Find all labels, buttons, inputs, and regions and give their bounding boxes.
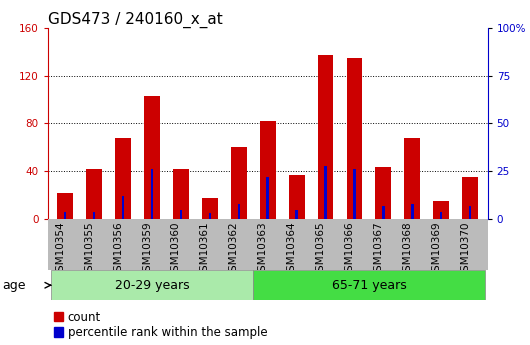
Text: GSM10355: GSM10355 <box>84 222 94 278</box>
Bar <box>382 206 385 219</box>
Text: GSM10370: GSM10370 <box>460 222 470 278</box>
Bar <box>375 167 391 219</box>
Legend: count, percentile rank within the sample: count, percentile rank within the sample <box>54 311 268 339</box>
Bar <box>93 211 95 219</box>
Bar <box>317 55 333 219</box>
Bar <box>469 206 471 219</box>
Bar <box>180 210 182 219</box>
Text: GSM10360: GSM10360 <box>171 222 181 278</box>
Bar <box>462 177 478 219</box>
Bar <box>404 138 420 219</box>
Bar <box>347 58 363 219</box>
Text: GSM10365: GSM10365 <box>315 222 325 278</box>
Text: GSM10367: GSM10367 <box>374 222 383 278</box>
Bar <box>237 204 240 219</box>
Text: GSM10368: GSM10368 <box>402 222 412 278</box>
Bar <box>144 96 160 219</box>
Bar <box>260 121 276 219</box>
Text: 65-71 years: 65-71 years <box>332 279 407 292</box>
Bar <box>57 193 73 219</box>
Text: GSM10354: GSM10354 <box>55 222 65 278</box>
Bar <box>324 166 326 219</box>
Bar <box>115 138 131 219</box>
Bar <box>434 201 449 219</box>
Bar <box>86 169 102 219</box>
Bar <box>354 169 356 219</box>
Text: GSM10362: GSM10362 <box>229 222 239 278</box>
Bar <box>289 175 305 219</box>
Bar <box>253 270 485 300</box>
Text: GSM10359: GSM10359 <box>142 222 152 278</box>
Bar <box>231 147 246 219</box>
Bar <box>209 214 211 219</box>
Bar <box>50 270 253 300</box>
Text: GSM10366: GSM10366 <box>344 222 355 278</box>
Bar <box>295 210 298 219</box>
Text: GSM10361: GSM10361 <box>200 222 210 278</box>
Bar <box>440 211 443 219</box>
Text: GSM10356: GSM10356 <box>113 222 123 278</box>
Bar <box>267 177 269 219</box>
Bar <box>173 169 189 219</box>
Text: 20-29 years: 20-29 years <box>114 279 189 292</box>
Text: GDS473 / 240160_x_at: GDS473 / 240160_x_at <box>48 11 223 28</box>
Text: GSM10363: GSM10363 <box>258 222 268 278</box>
Bar <box>202 198 218 219</box>
Bar <box>411 204 413 219</box>
Text: age: age <box>3 279 26 292</box>
Bar <box>122 196 124 219</box>
Bar <box>151 169 153 219</box>
Text: GSM10364: GSM10364 <box>287 222 297 278</box>
Bar <box>64 211 66 219</box>
Text: GSM10369: GSM10369 <box>431 222 441 278</box>
